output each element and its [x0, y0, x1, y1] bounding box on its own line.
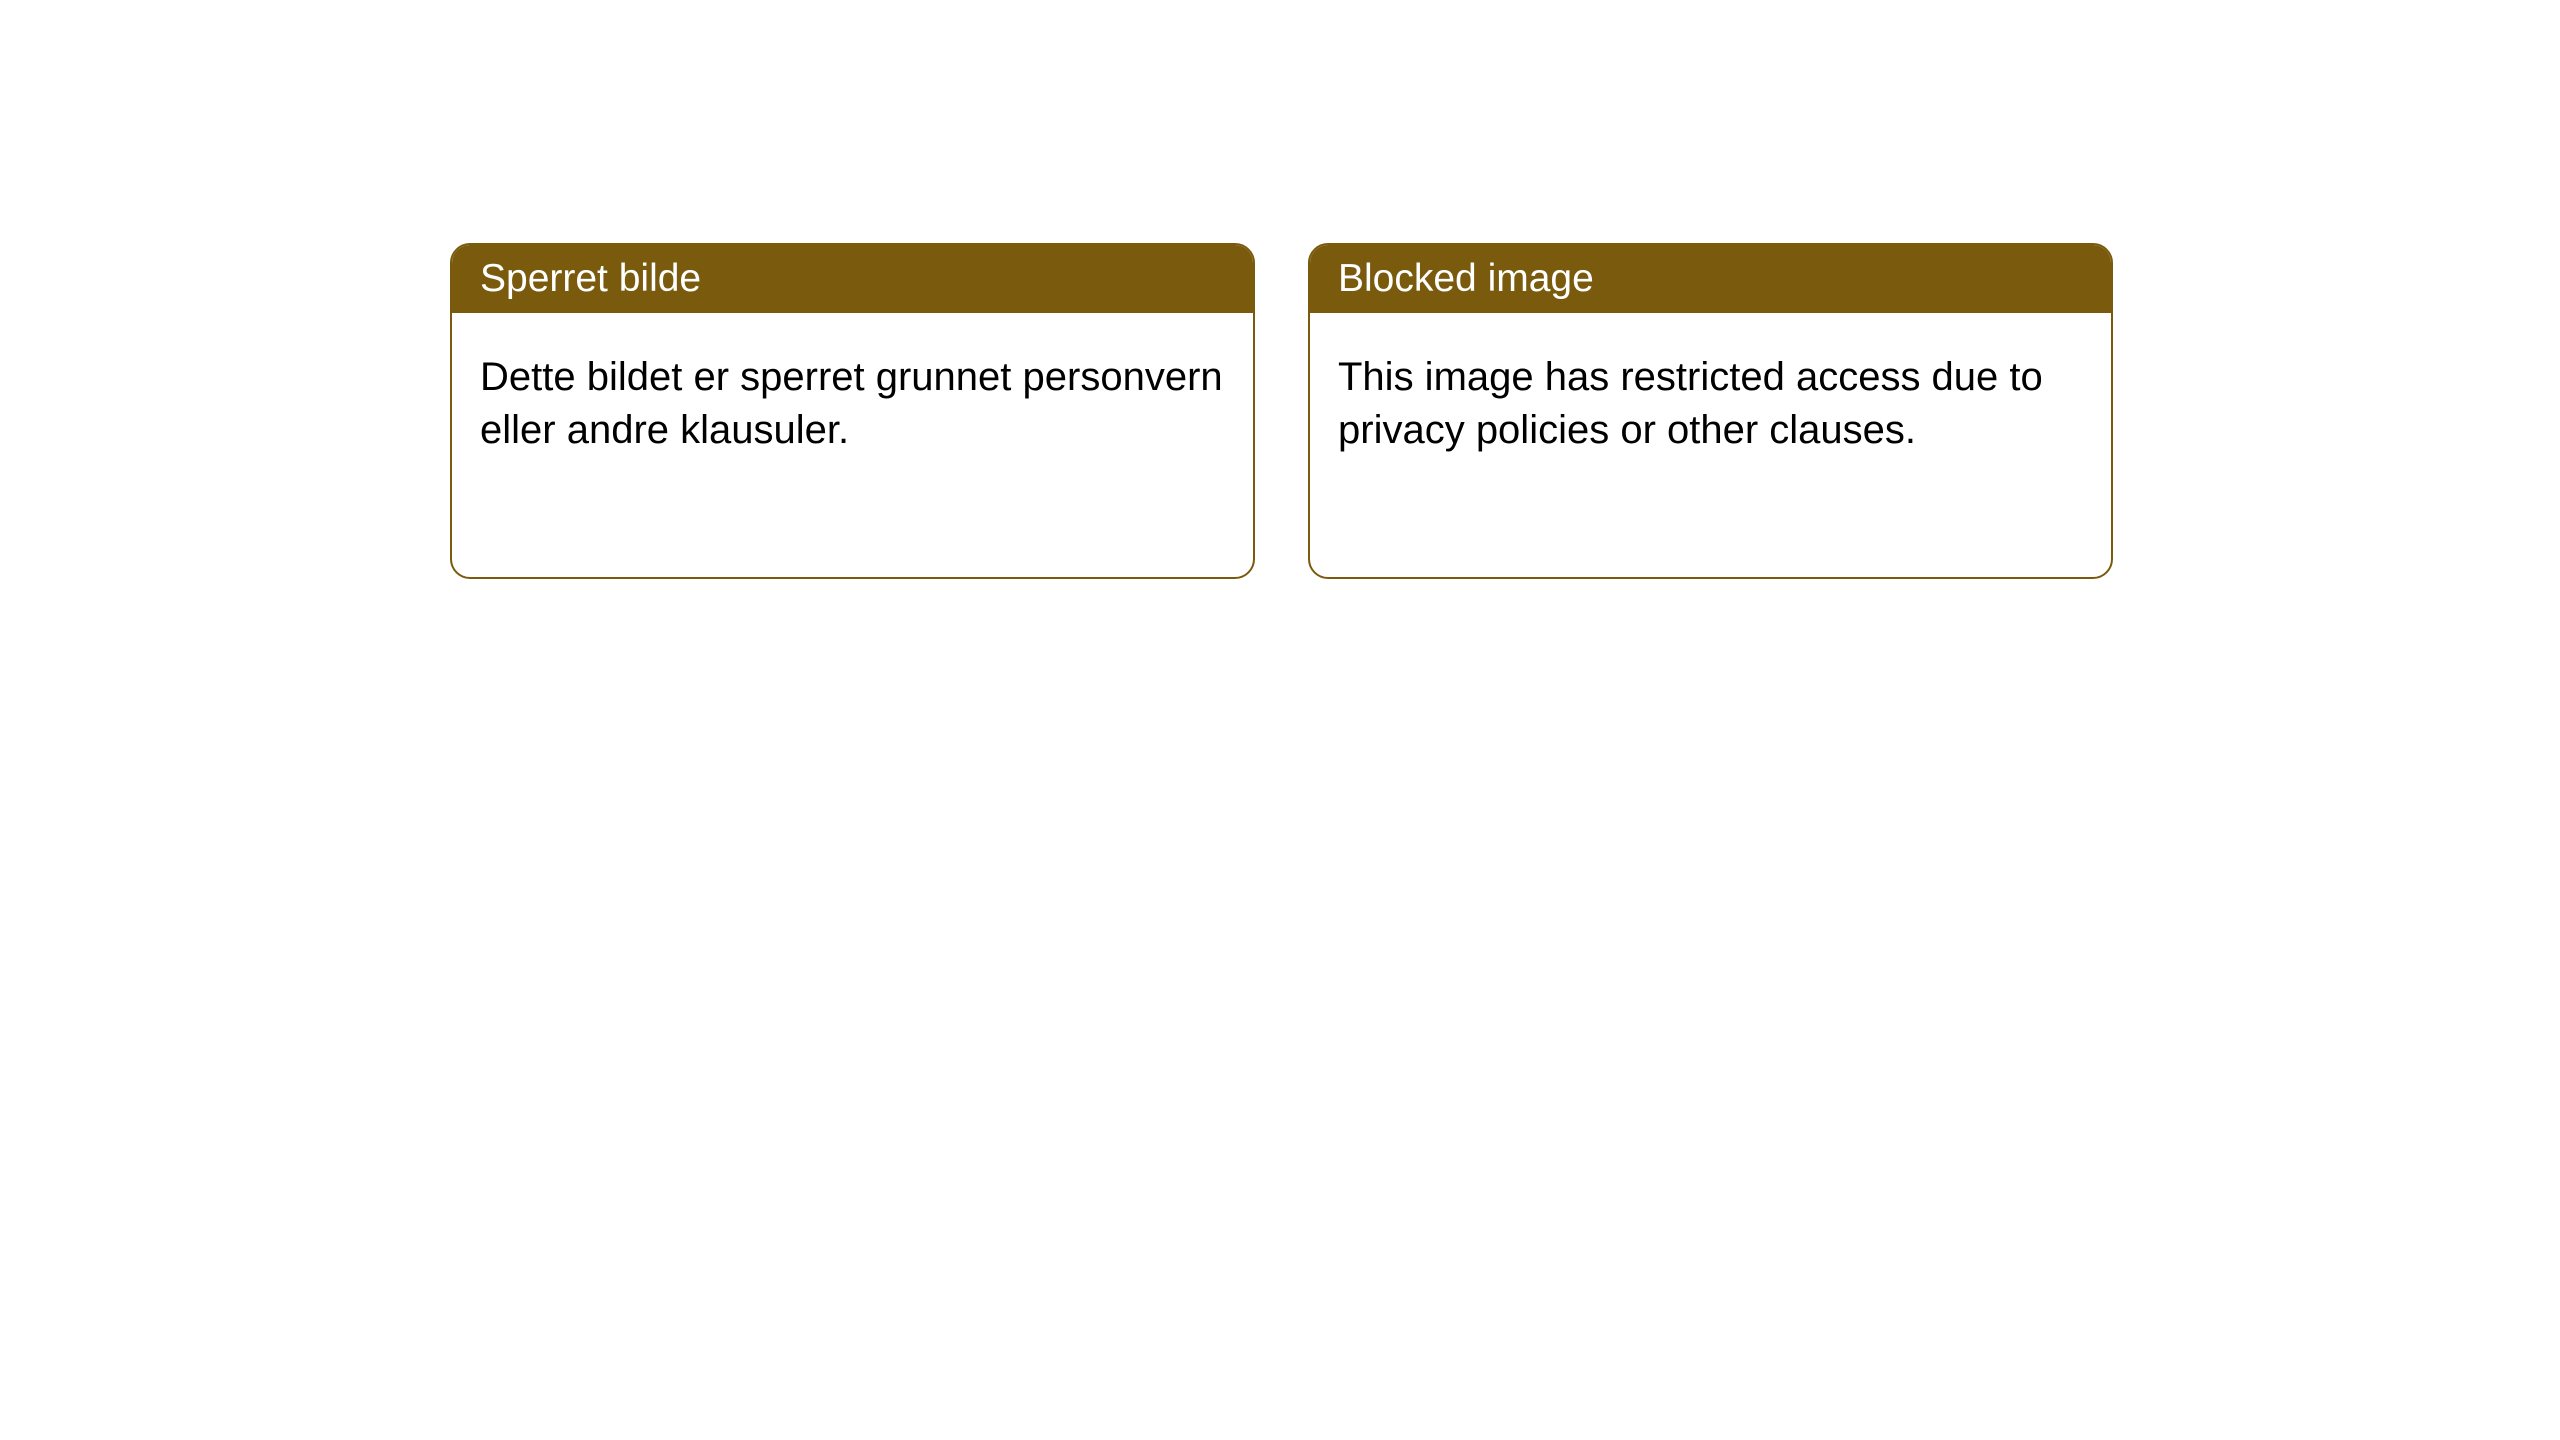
card-body-en: This image has restricted access due to … [1310, 313, 2111, 495]
blocked-image-card-no: Sperret bilde Dette bildet er sperret gr… [450, 243, 1255, 579]
card-header-no: Sperret bilde [452, 245, 1253, 313]
blocked-image-card-en: Blocked image This image has restricted … [1308, 243, 2113, 579]
card-header-en: Blocked image [1310, 245, 2111, 313]
cards-container: Sperret bilde Dette bildet er sperret gr… [450, 243, 2113, 579]
card-body-no: Dette bildet er sperret grunnet personve… [452, 313, 1253, 495]
